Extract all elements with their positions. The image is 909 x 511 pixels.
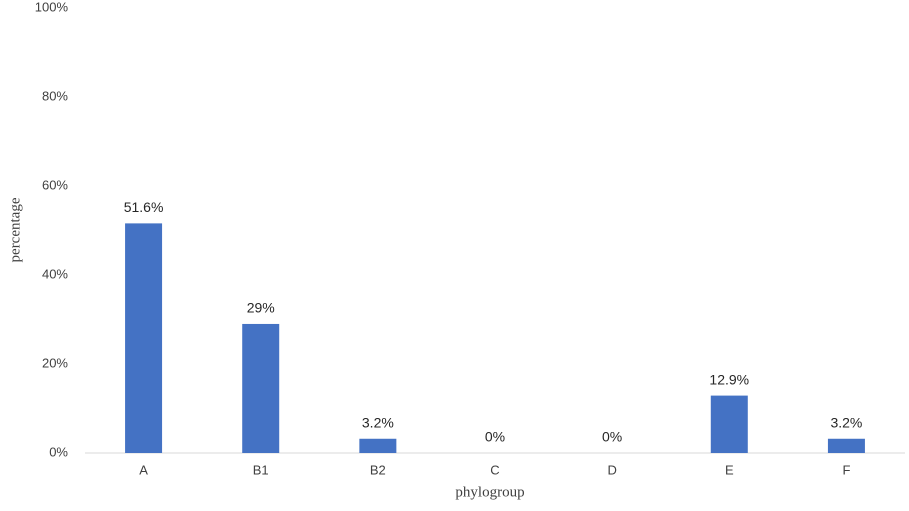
y-tick-label: 60% xyxy=(42,177,68,192)
x-tick-label: E xyxy=(725,462,734,477)
x-tick-label: C xyxy=(490,462,499,477)
x-tick-label: B2 xyxy=(370,462,386,477)
value-label: 3.2% xyxy=(830,414,862,430)
value-label: 3.2% xyxy=(362,414,394,430)
y-tick-label: 40% xyxy=(42,266,68,281)
value-label: 0% xyxy=(485,429,505,445)
y-tick-label: 80% xyxy=(42,88,68,103)
y-tick-label: 0% xyxy=(49,444,68,459)
x-tick-label: A xyxy=(139,462,148,477)
y-tick-label: 100% xyxy=(35,0,69,14)
bar xyxy=(827,438,865,453)
x-tick-label: F xyxy=(842,462,850,477)
bar xyxy=(125,223,163,453)
value-label: 0% xyxy=(602,429,622,445)
y-tick-label: 20% xyxy=(42,355,68,370)
bar xyxy=(359,438,397,453)
value-label: 29% xyxy=(247,300,275,316)
bar xyxy=(242,323,280,453)
x-axis-label: phylogroup xyxy=(455,484,524,500)
y-axis-label: percentage xyxy=(7,197,23,262)
x-tick-label: D xyxy=(607,462,616,477)
x-tick-label: B1 xyxy=(253,462,269,477)
value-label: 51.6% xyxy=(124,199,164,215)
value-label: 12.9% xyxy=(709,371,749,387)
bar xyxy=(710,395,748,453)
